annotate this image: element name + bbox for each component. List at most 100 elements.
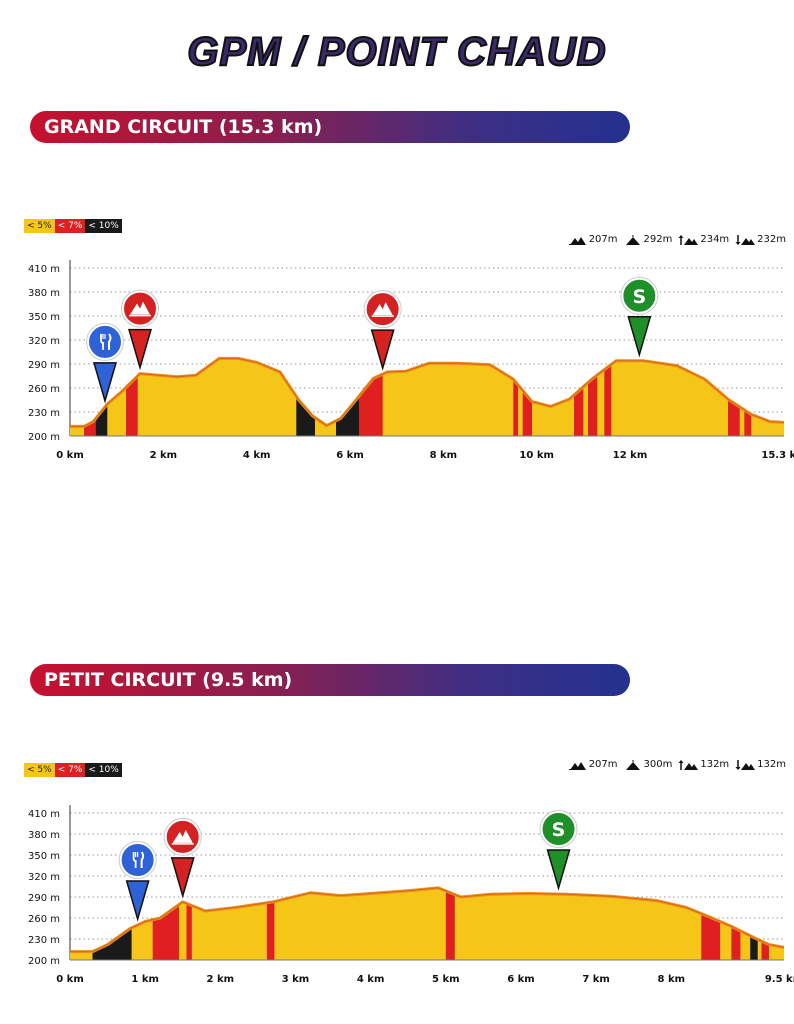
marker-badge-ring xyxy=(539,810,578,849)
marker-badge xyxy=(364,291,401,328)
grade-segment-medium xyxy=(266,901,275,960)
descent-icon xyxy=(735,234,756,245)
max-altitude-icon xyxy=(625,759,640,770)
mountain-icon xyxy=(129,301,151,317)
y-tick-label: 320 m xyxy=(28,872,60,883)
y-tick-label: 200 m xyxy=(28,956,60,967)
x-tick-label: 3 km xyxy=(282,974,310,985)
x-tick-label: 6 km xyxy=(507,974,535,985)
marker-pointer xyxy=(170,857,195,899)
legend-easy: < 5% xyxy=(24,219,55,233)
x-tick-label: 9.5 km xyxy=(765,974,794,985)
legend-medium: < 7% xyxy=(54,219,86,233)
fork-shape xyxy=(100,333,104,350)
min-altitude-icon xyxy=(568,761,586,770)
marker-badge-ring xyxy=(620,276,659,315)
mountain-shape xyxy=(130,301,150,315)
x-tick-label: 1 km xyxy=(131,974,159,985)
marker-pointer xyxy=(627,316,652,358)
marker-badge-ring xyxy=(163,817,202,856)
grade-segment-medium xyxy=(186,903,192,960)
y-tick-label: 260 m xyxy=(28,914,60,925)
x-tick-label: 0 km xyxy=(56,450,84,461)
descent-icon xyxy=(735,759,756,770)
stat-value: 132m xyxy=(700,759,730,770)
marker-food xyxy=(118,841,157,922)
x-tick-label: 10 km xyxy=(519,450,553,461)
marker-pointer xyxy=(93,362,117,404)
stat-min-altitude: 207m xyxy=(568,759,618,770)
marker-gpm xyxy=(163,817,202,899)
petit-circuit-banner: PETIT CIRCUIT (9.5 km) xyxy=(30,664,630,696)
legend-hard: < 10% xyxy=(85,219,122,233)
grade-segment-medium xyxy=(588,374,598,436)
x-tick-label: 4 km xyxy=(243,450,271,461)
marker-sprint: S xyxy=(620,276,659,358)
y-tick-label: 410 m xyxy=(28,809,60,820)
grand-circuit-stats: 207m 292m 234m 232m xyxy=(568,234,786,245)
min-altitude-icon xyxy=(568,236,586,245)
x-tick-label: 4 km xyxy=(357,974,385,985)
mountain-icon xyxy=(171,829,194,845)
grade-segment-hard xyxy=(336,395,360,436)
fork-knife-icon xyxy=(100,333,112,350)
marker-badge xyxy=(540,811,577,848)
grade-legend: < 5% < 7% < 10% xyxy=(24,219,122,233)
grade-segment-medium xyxy=(701,913,721,960)
grade-segment-medium xyxy=(445,890,455,960)
mountain-shape xyxy=(172,829,193,843)
grand-circuit-elevation-chart: 200 m 230 m 260 m 290 m 320 m 350 m 380 m 410 m… xyxy=(28,260,794,461)
marker-badge-ring xyxy=(86,322,124,361)
ascent-icon xyxy=(678,234,699,245)
petit-circuit-stats: 207m 300m 132m 132m xyxy=(568,759,786,770)
grade-segment-hard xyxy=(750,935,758,960)
fork-shape xyxy=(132,852,137,868)
stat-descent: 132m xyxy=(735,759,786,770)
elevation-line xyxy=(70,887,785,952)
grade-segment-medium xyxy=(761,941,769,960)
marker-badge xyxy=(621,277,658,314)
x-tick-label: 6 km xyxy=(336,450,364,461)
elevation-area xyxy=(70,358,784,436)
knife-shape xyxy=(108,333,112,350)
x-tick-label: 0 km xyxy=(56,974,84,985)
y-tick-label: 260 m xyxy=(28,384,60,395)
sprint-s-icon: S xyxy=(552,819,566,841)
marker-pointer xyxy=(370,329,395,371)
stat-value: 292m xyxy=(643,234,673,245)
grade-segment-medium xyxy=(728,399,740,436)
grade-legend: < 5% < 7% < 10% xyxy=(24,763,122,777)
grade-segment-medium xyxy=(604,364,612,436)
stat-value: 132m xyxy=(757,759,786,770)
marker-gpm xyxy=(121,289,159,371)
mountain-icon xyxy=(371,302,394,317)
stat-value: 234m xyxy=(700,234,730,245)
y-tick-label: 200 m xyxy=(28,432,60,443)
marker-badge xyxy=(119,842,156,878)
elevation-line xyxy=(70,358,785,427)
x-tick-label: 8 km xyxy=(430,450,458,461)
x-tick-label: 12 km xyxy=(613,450,647,461)
grade-segment-medium xyxy=(731,926,741,960)
y-tick-label: 380 m xyxy=(28,830,60,841)
max-altitude-icon xyxy=(625,234,640,245)
marker-badge-ring xyxy=(363,290,402,329)
grand-circuit-banner: GRAND CIRCUIT (15.3 km) xyxy=(30,111,630,143)
stat-value: 232m xyxy=(757,234,786,245)
marker-badge-ring xyxy=(121,289,159,328)
y-tick-label: 380 m xyxy=(28,288,60,299)
legend-medium: < 7% xyxy=(54,763,86,777)
grade-segment-hard xyxy=(296,396,315,436)
y-tick-label: 320 m xyxy=(28,336,60,347)
marker-pointer xyxy=(128,328,152,371)
y-tick-label: 350 m xyxy=(28,851,60,862)
x-tick-label: 5 km xyxy=(432,974,460,985)
x-tick-label: 8 km xyxy=(658,974,686,985)
x-tick-label: 7 km xyxy=(582,974,610,985)
marker-badge xyxy=(87,323,123,360)
marker-food xyxy=(86,322,124,404)
page-title: GPM / POINT CHAUD xyxy=(186,29,607,75)
grade-segment-medium xyxy=(513,379,518,436)
marker-sprint: S xyxy=(539,810,578,891)
knife-shape xyxy=(140,851,145,868)
